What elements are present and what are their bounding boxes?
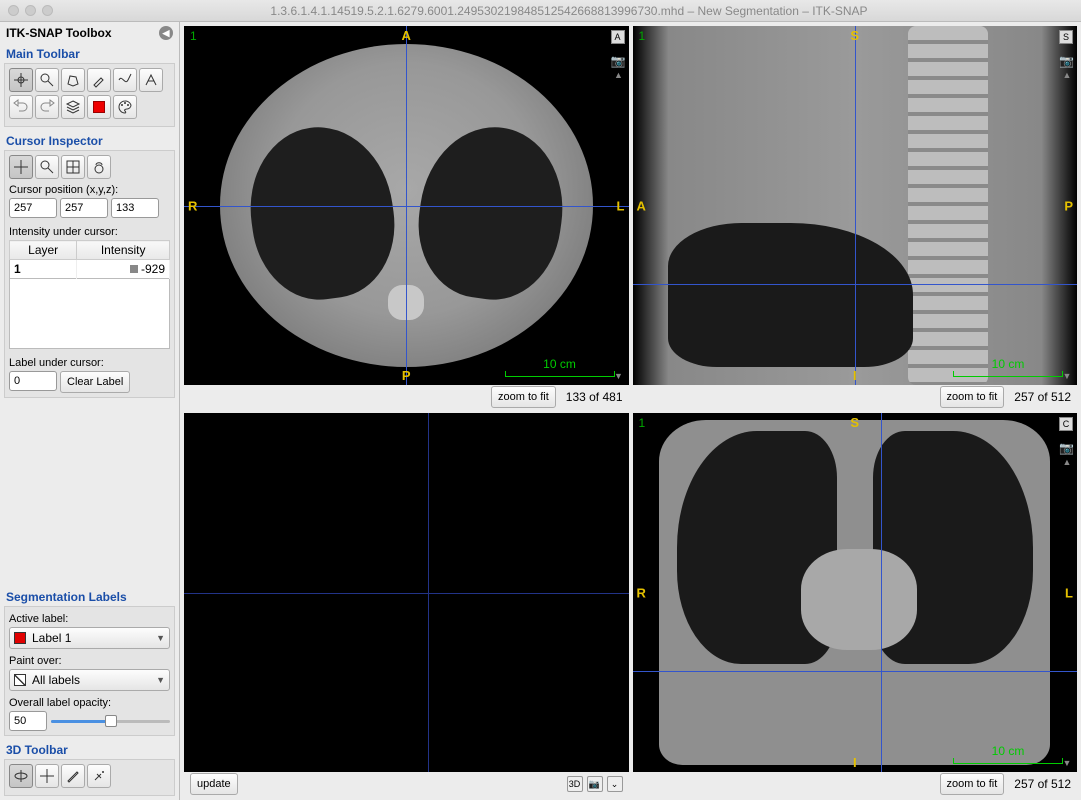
- opacity-label: Overall label opacity:: [9, 695, 170, 711]
- zoom-tool-icon[interactable]: [35, 68, 59, 92]
- sidebar: ITK-SNAP Toolbox ◀ Main Toolbar Cursor I…: [0, 22, 180, 800]
- view-grid: 1 A P R L A 📷 ▲ ▼ 10 cm zoom to fit 133 …: [180, 22, 1081, 800]
- 3d-toolbar-panel: [4, 759, 175, 796]
- active-label-dropdown[interactable]: Label 1 ▼: [9, 627, 170, 649]
- 3d-screenshot-icon[interactable]: 📷: [587, 776, 603, 792]
- cursor-inspector-header: Cursor Inspector: [0, 131, 179, 150]
- axial-view-cell: 1 A P R L A 📷 ▲ ▼ 10 cm zoom to fit 133 …: [184, 26, 629, 409]
- layer-col-header: Layer: [10, 241, 77, 260]
- sagittal-viewport[interactable]: 1 S I A P S 📷 ▲ ▼ 10 cm: [633, 26, 1078, 385]
- intensity-table: LayerIntensity 1-929: [9, 240, 170, 279]
- redo-icon[interactable]: [35, 95, 59, 119]
- cursor-probe-icon[interactable]: [9, 155, 33, 179]
- cursor-grid-icon[interactable]: [61, 155, 85, 179]
- coronal-view-cell: 1 S I R L C 📷 ▲ ▼ 10 cm zoom to fit 257 …: [633, 413, 1078, 796]
- coronal-badge: C: [1059, 417, 1073, 431]
- table-row[interactable]: 1-929: [10, 260, 170, 279]
- 3d-view-cell: update 3D 📷 ⌄: [184, 413, 629, 796]
- intensity-col-header: Intensity: [77, 241, 170, 260]
- scroll-up-icon[interactable]: ▲: [1061, 70, 1073, 80]
- 3d-crosshair-icon[interactable]: [35, 764, 59, 788]
- 3d-scalpel-icon[interactable]: [61, 764, 85, 788]
- clear-label-button[interactable]: Clear Label: [60, 371, 130, 393]
- cursor-inspector-panel: Cursor position (x,y,z): Intensity under…: [4, 150, 175, 398]
- sagittal-view-cell: 1 S I A P S 📷 ▲ ▼ 10 cm zoom to fit 257 …: [633, 26, 1078, 409]
- cursor-z-input[interactable]: [111, 198, 159, 218]
- window-titlebar: 1.3.6.1.4.1.14519.5.2.1.6279.6001.249530…: [0, 0, 1081, 22]
- brush-tool-icon[interactable]: [87, 68, 111, 92]
- minimize-icon[interactable]: [25, 5, 36, 16]
- segmentation-labels-header: Segmentation Labels: [0, 587, 179, 606]
- slice-counter: 133 of 481: [566, 390, 623, 404]
- 3d-menu-icon[interactable]: ⌄: [607, 776, 623, 792]
- screenshot-icon[interactable]: 📷: [1059, 441, 1073, 453]
- scale-bar: 10 cm: [953, 744, 1063, 764]
- window-title: 1.3.6.1.4.1.14519.5.2.1.6279.6001.249530…: [65, 4, 1073, 18]
- screenshot-icon[interactable]: 📷: [611, 54, 625, 66]
- active-label-label: Active label:: [9, 611, 170, 627]
- cursor-x-input[interactable]: [9, 198, 57, 218]
- toolbox-title: ITK-SNAP Toolbox: [6, 26, 112, 40]
- slice-counter: 257 of 512: [1014, 390, 1071, 404]
- traffic-lights: [8, 5, 53, 16]
- scroll-up-icon[interactable]: ▲: [1061, 457, 1073, 467]
- main-toolbar-panel: [4, 63, 175, 127]
- cursor-zoom-icon[interactable]: [35, 155, 59, 179]
- opacity-value-input[interactable]: [9, 711, 47, 731]
- zoom-to-fit-button[interactable]: zoom to fit: [491, 386, 556, 408]
- 3d-viewport[interactable]: [184, 413, 629, 772]
- cursor-position-label: Cursor position (x,y,z):: [9, 182, 170, 198]
- collapse-toolbox-icon[interactable]: ◀: [159, 26, 173, 40]
- label-under-cursor-label: Label under cursor:: [9, 355, 170, 371]
- label-value-input[interactable]: [9, 371, 57, 391]
- zoom-icon[interactable]: [42, 5, 53, 16]
- scale-bar: 10 cm: [953, 357, 1063, 377]
- update-3d-button[interactable]: update: [190, 773, 238, 795]
- 3d-toolbar-header: 3D Toolbar: [0, 740, 179, 759]
- crosshair-tool-icon[interactable]: [9, 68, 33, 92]
- slice-index: 1: [190, 29, 197, 43]
- coronal-viewport[interactable]: 1 S I R L C 📷 ▲ ▼ 10 cm: [633, 413, 1078, 772]
- opacity-slider[interactable]: [51, 713, 170, 729]
- 3d-rotate-icon[interactable]: [9, 764, 33, 788]
- zoom-to-fit-button[interactable]: zoom to fit: [940, 773, 1005, 795]
- slice-index: 1: [639, 29, 646, 43]
- axial-badge: A: [611, 30, 625, 44]
- intensity-label: Intensity under cursor:: [9, 224, 170, 240]
- cursor-y-input[interactable]: [60, 198, 108, 218]
- undo-icon[interactable]: [9, 95, 33, 119]
- slice-counter: 257 of 512: [1014, 777, 1071, 791]
- cursor-sync-icon[interactable]: [87, 155, 111, 179]
- paint-over-dropdown[interactable]: All labels ▼: [9, 669, 170, 691]
- palette-icon[interactable]: [113, 95, 137, 119]
- polygon-tool-icon[interactable]: [61, 68, 85, 92]
- scroll-up-icon[interactable]: ▲: [613, 70, 625, 80]
- snake-tool-icon[interactable]: [113, 68, 137, 92]
- sagittal-badge: S: [1059, 30, 1073, 44]
- intensity-list-empty: [9, 279, 170, 349]
- segmentation-labels-panel: Active label: Label 1 ▼ Paint over: All …: [4, 606, 175, 736]
- zoom-to-fit-button[interactable]: zoom to fit: [940, 386, 1005, 408]
- axial-viewport[interactable]: 1 A P R L A 📷 ▲ ▼ 10 cm: [184, 26, 629, 385]
- layers-icon[interactable]: [61, 95, 85, 119]
- chevron-down-icon: ▼: [156, 633, 165, 643]
- paint-over-label: Paint over:: [9, 653, 170, 669]
- close-icon[interactable]: [8, 5, 19, 16]
- main-toolbar-header: Main Toolbar: [0, 44, 179, 63]
- scale-bar: 10 cm: [505, 357, 615, 377]
- screenshot-icon[interactable]: 📷: [1059, 54, 1073, 66]
- label-color-icon[interactable]: [87, 95, 111, 119]
- annotation-tool-icon[interactable]: [139, 68, 163, 92]
- chevron-down-icon: ▼: [156, 675, 165, 685]
- 3d-spray-icon[interactable]: [87, 764, 111, 788]
- 3d-mode-icon[interactable]: 3D: [567, 776, 583, 792]
- slice-index: 1: [639, 416, 646, 430]
